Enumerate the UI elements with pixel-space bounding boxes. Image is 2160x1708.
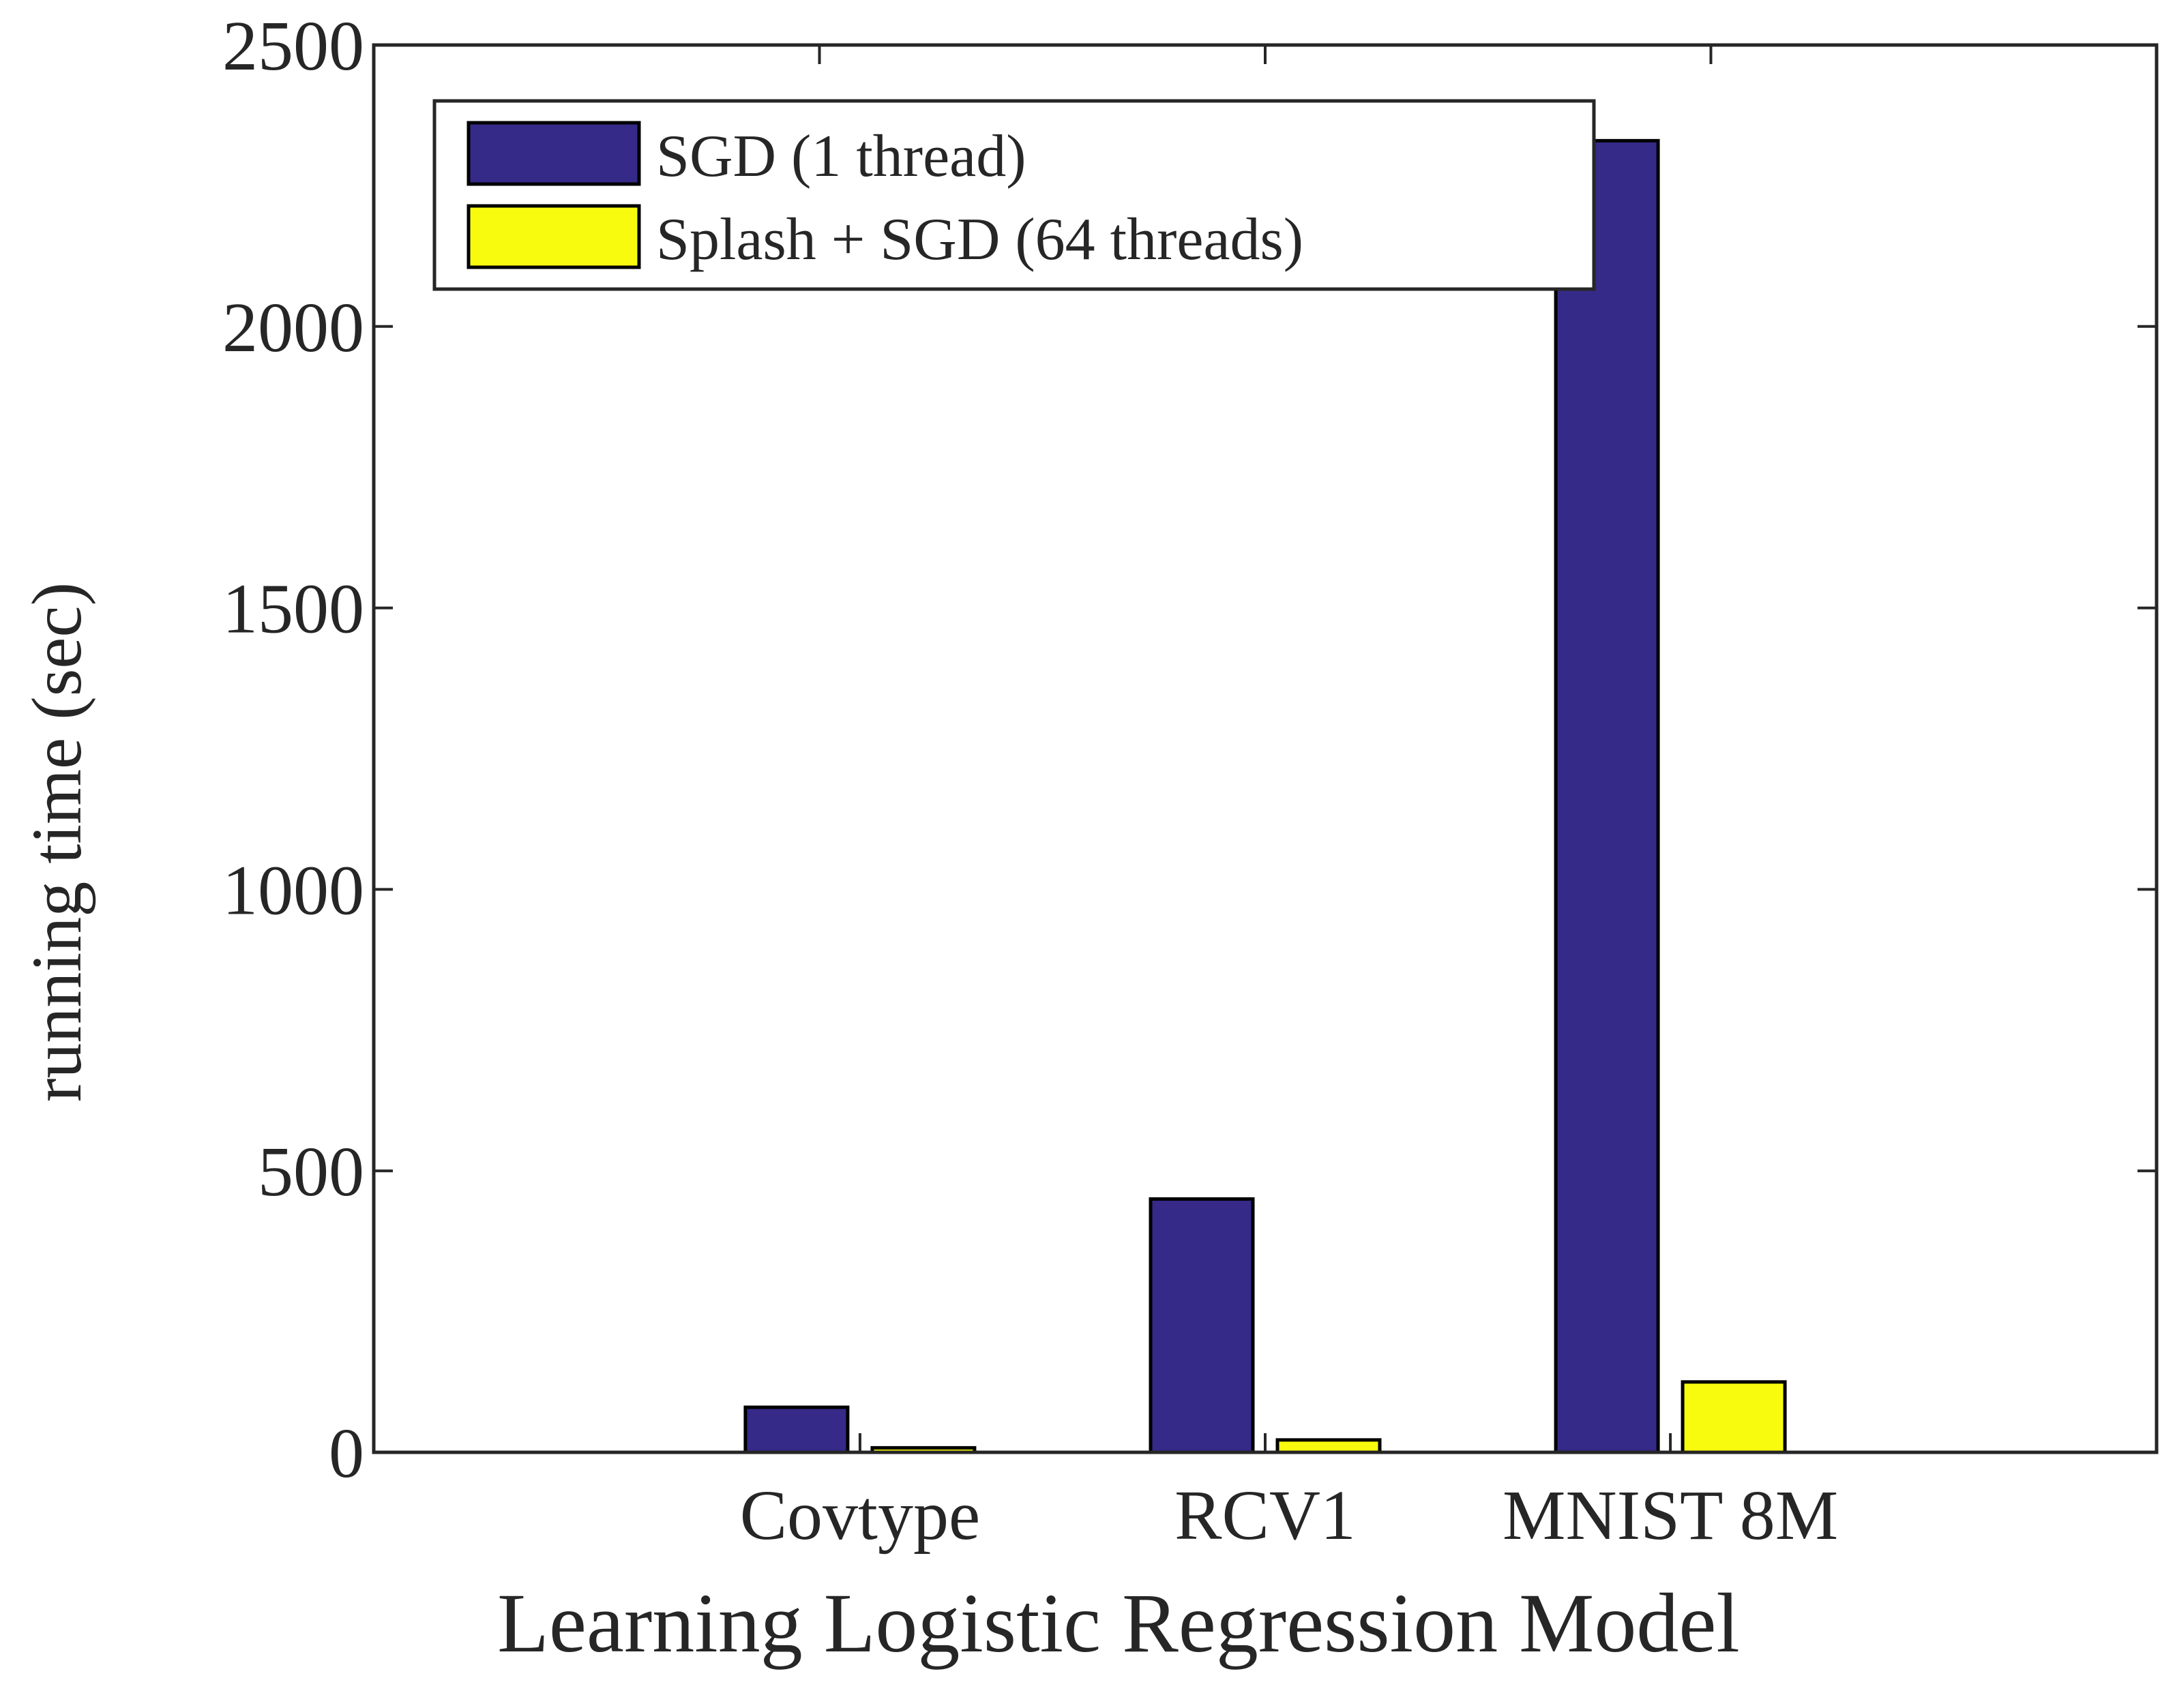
ticks-layer: Covtype RCV1 MNIST 8M 0 500 1000 1500 2000 2500	[222, 7, 2158, 1555]
x-tick-label: MNIST 8M	[1503, 1476, 1838, 1555]
y-axis-label: running time (sec)	[18, 582, 96, 1102]
legend-label: SGD (1 thread)	[656, 123, 1026, 190]
y-tick-label: 2000	[222, 288, 364, 367]
legend-swatch	[467, 204, 641, 269]
y-tick-label: 2500	[222, 7, 364, 85]
legend: SGD (1 thread) Splash + SGD (64 threads)	[432, 99, 1596, 291]
y-tick-label: 0	[329, 1414, 364, 1493]
x-tick-label: Covtype	[740, 1476, 980, 1555]
bar	[1681, 1380, 1787, 1454]
bars-layer	[743, 138, 1787, 1454]
y-tick-label: 1500	[222, 570, 364, 648]
bar	[1275, 1438, 1382, 1454]
y-tick-label: 500	[258, 1133, 364, 1211]
legend-swatch	[467, 121, 641, 186]
legend-label: Splash + SGD (64 threads)	[656, 207, 1303, 273]
bar	[1554, 138, 1660, 1454]
bar	[743, 1405, 850, 1454]
x-tick-label: RCV1	[1174, 1476, 1356, 1555]
y-tick-label: 1000	[222, 851, 364, 929]
x-axis-label: Learning Logistic Regression Model	[497, 1576, 1740, 1670]
labels-layer: Learning Logistic Regression Model runni…	[18, 582, 1740, 1670]
bar	[1149, 1197, 1255, 1454]
